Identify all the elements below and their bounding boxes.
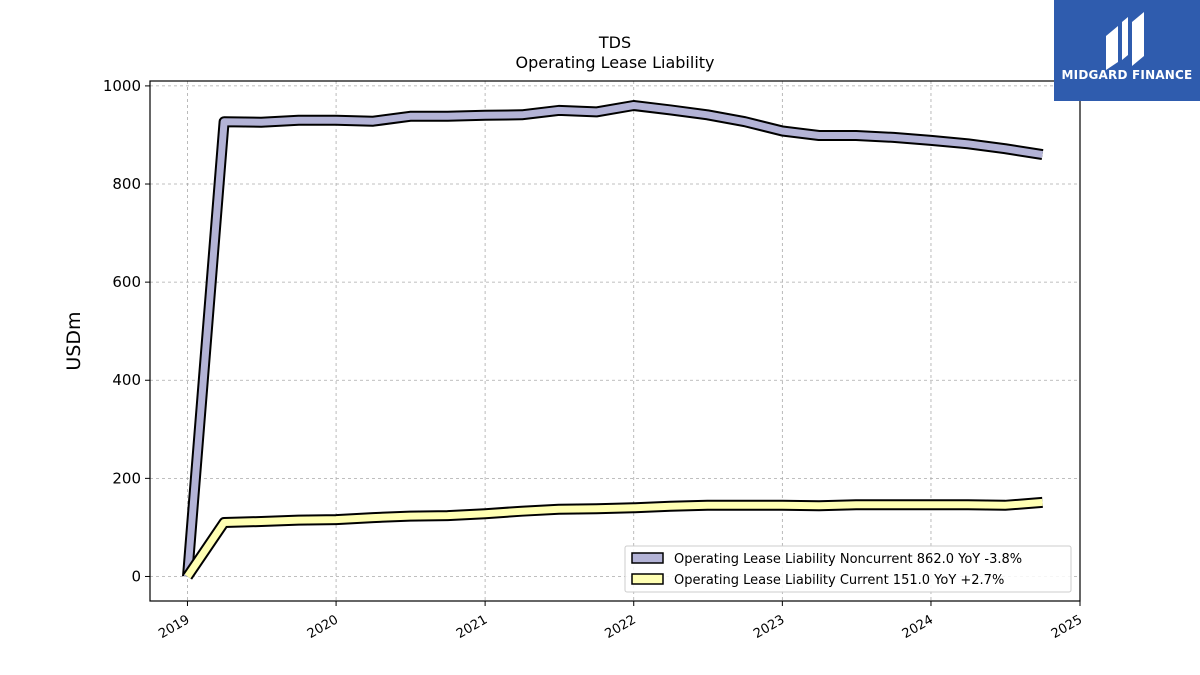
x-tick-label: 2019 (156, 612, 192, 642)
y-tick-label: 800 (112, 175, 141, 193)
series-line-current (184, 498, 1043, 579)
y-axis-label: USDm (63, 311, 85, 370)
legend-swatch-noncurrent (631, 552, 664, 564)
series-group (182, 100, 1044, 580)
x-tick-label: 2023 (751, 612, 787, 642)
brand-logo: MIDGARD FINANCE (1054, 0, 1200, 101)
x-tick-label: 2020 (305, 612, 341, 642)
legend-box (624, 545, 1072, 593)
x-tick-label: 2021 (454, 612, 490, 642)
legend: Operating Lease Liability Noncurrent 862… (624, 545, 1072, 593)
x-axis-ticks: 2019 2020 2021 2022 2023 2024 2025 (156, 601, 1085, 642)
legend-label-noncurrent: Operating Lease Liability Noncurrent 862… (674, 552, 1022, 567)
plot-frame (149, 80, 1081, 602)
x-tick-label: 2024 (900, 612, 936, 642)
y-tick-label: 0 (131, 567, 141, 585)
x-tick-label: 2025 (1049, 612, 1085, 642)
brand-name: MIDGARD FINANCE (1061, 68, 1193, 82)
chart-subtitle: Operating Lease Liability (515, 53, 714, 72)
y-tick-label: 400 (112, 371, 141, 389)
midgard-m-icon (1106, 12, 1144, 70)
legend-swatch-current (631, 573, 664, 585)
series-line-noncurrent (184, 102, 1044, 577)
chart-title: TDS (598, 33, 631, 52)
y-tick-label: 1000 (103, 77, 141, 95)
y-tick-label: 200 (112, 469, 141, 487)
x-tick-label: 2022 (603, 612, 639, 642)
y-tick-label: 600 (112, 273, 141, 291)
legend-label-current: Operating Lease Liability Current 151.0 … (674, 573, 1004, 588)
y-axis-ticks: 0 200 400 600 800 1000 (103, 77, 150, 585)
